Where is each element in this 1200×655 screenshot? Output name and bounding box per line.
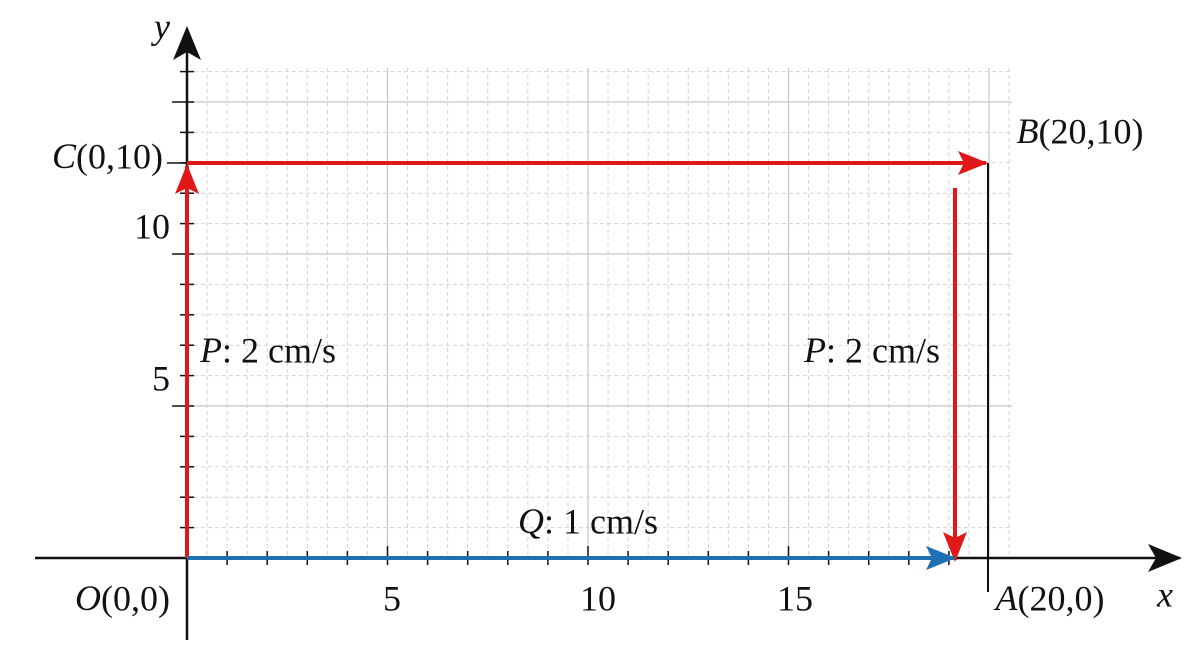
x-axis-label: x — [1156, 574, 1173, 614]
speed-label: P: 2 cm/s — [199, 330, 336, 370]
ticks — [172, 70, 950, 565]
y-tick-label: 5 — [152, 358, 170, 398]
x-axis-arrow — [1148, 544, 1182, 572]
y-tick-label: 10 — [134, 206, 170, 246]
x-tick-label: 5 — [383, 578, 401, 618]
x-tick-label: 15 — [777, 578, 813, 618]
y-axis-arrow — [173, 26, 201, 60]
point-label: O(0,0) — [75, 578, 170, 618]
point-label: B(20,10) — [1017, 111, 1144, 151]
y-axis-label: y — [151, 6, 170, 46]
speed-label: P: 2 cm/s — [803, 330, 940, 370]
point-label: A(20,0) — [994, 578, 1105, 618]
grid — [187, 68, 1012, 558]
x-tick-label: 10 — [580, 578, 616, 618]
speed-label: Q: 1 cm/s — [518, 501, 658, 541]
point-label: C(0,10) — [52, 136, 163, 176]
